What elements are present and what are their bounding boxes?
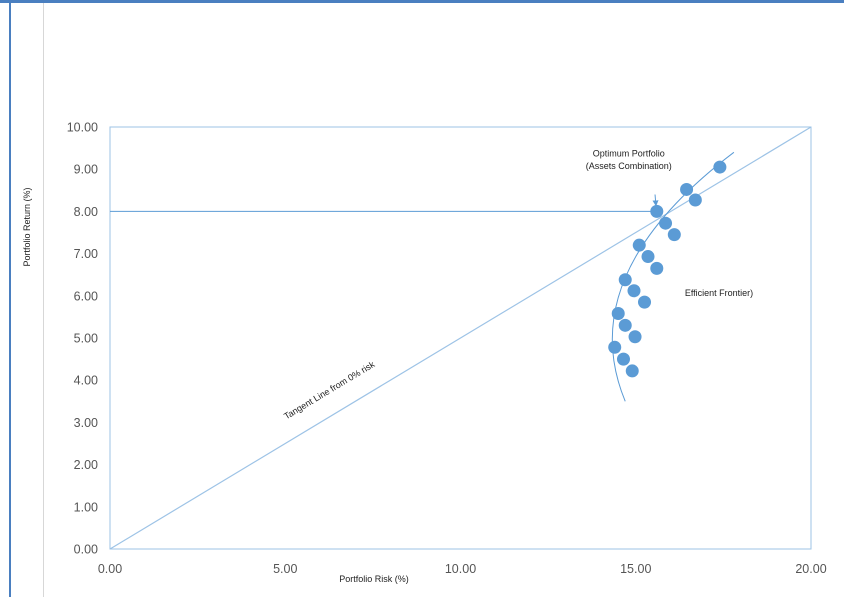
portfolio-point bbox=[628, 330, 642, 344]
portfolio-point bbox=[618, 318, 632, 332]
x-tick-label: 10.00 bbox=[445, 562, 476, 576]
y-tick-label: 1.00 bbox=[74, 500, 98, 514]
portfolio-point bbox=[650, 204, 664, 218]
portfolio-point bbox=[627, 284, 641, 298]
x-tick-label: 15.00 bbox=[620, 562, 651, 576]
tangent-line bbox=[109, 126, 812, 550]
portfolio-point bbox=[611, 307, 625, 321]
y-tick-label: 9.00 bbox=[74, 163, 98, 177]
assets-combination-label: (Assets Combination) bbox=[586, 161, 672, 171]
y-tick-label: 8.00 bbox=[74, 205, 98, 219]
plot-area bbox=[109, 126, 812, 550]
y-tick-label: 0.00 bbox=[74, 543, 98, 557]
portfolio-point bbox=[680, 182, 694, 196]
portfolio-point bbox=[659, 216, 673, 230]
y-tick-label: 3.00 bbox=[74, 416, 98, 430]
y-tick-label: 7.00 bbox=[74, 247, 98, 261]
x-axis-title: Portfolio Risk (%) bbox=[339, 574, 409, 584]
portfolio-point bbox=[618, 273, 632, 287]
y-tick-label: 6.00 bbox=[74, 289, 98, 303]
x-tick-label: 0.00 bbox=[98, 562, 122, 576]
portfolio-point bbox=[650, 261, 664, 275]
portfolio-point bbox=[713, 160, 727, 174]
portfolio-point bbox=[608, 340, 622, 354]
x-axis-ticks: 0.00 5.00 10.00 15.00 20.00 bbox=[98, 562, 827, 576]
tangent-line-label: Tangent Line from 0% risk bbox=[282, 359, 377, 421]
portfolio-point bbox=[688, 193, 702, 207]
portfolio-point bbox=[632, 238, 646, 252]
optimum-portfolio-label: Optimum Portfolio bbox=[593, 149, 665, 159]
portfolio-point bbox=[667, 228, 681, 242]
y-tick-label: 2.00 bbox=[74, 458, 98, 472]
window-left-border bbox=[9, 0, 11, 597]
efficient-frontier-label: Efficient Frontier) bbox=[685, 288, 753, 298]
x-tick-label: 20.00 bbox=[795, 562, 826, 576]
window-top-border bbox=[0, 0, 844, 3]
portfolio-point bbox=[641, 250, 655, 264]
points-layer bbox=[608, 160, 727, 378]
x-tick-label: 5.00 bbox=[273, 562, 297, 576]
y-axis-title: Portfolio Return (%) bbox=[22, 187, 32, 266]
lines-layer bbox=[109, 126, 812, 550]
y-axis-ticks: 0.00 1.00 2.00 3.00 4.00 5.00 6.00 7.00 8.00 9.00… bbox=[67, 121, 98, 557]
portfolio-point bbox=[616, 352, 630, 366]
portfolio-point bbox=[625, 364, 639, 378]
optimum-arrow bbox=[652, 194, 659, 207]
y-tick-label: 5.00 bbox=[74, 332, 98, 346]
y-tick-label: 10.00 bbox=[67, 121, 98, 135]
sheet-divider bbox=[43, 3, 44, 597]
y-tick-label: 4.00 bbox=[74, 374, 98, 388]
portfolio-point bbox=[638, 295, 652, 309]
